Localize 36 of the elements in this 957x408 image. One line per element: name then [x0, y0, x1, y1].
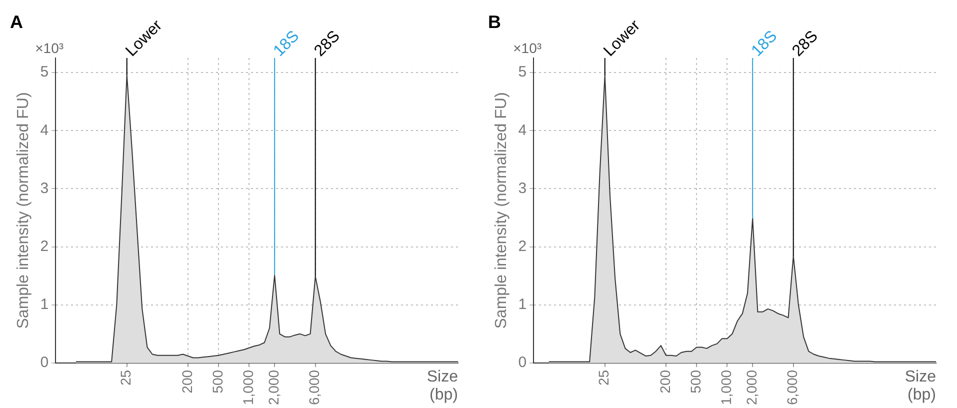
chart-title: A — [10, 12, 23, 32]
x-axis-title: Size (bp) — [426, 368, 458, 404]
x-tick-label: 500 — [209, 370, 226, 394]
y-tick-label: 1 — [40, 296, 49, 314]
ref-line-label: 18S — [748, 28, 781, 60]
chart-title: B — [488, 12, 501, 32]
x-tick-label: 2,000 — [743, 370, 760, 406]
y-tick-label: 2 — [518, 238, 527, 255]
x-tick-label: 200 — [178, 370, 195, 394]
x-tick-label: 1,000 — [240, 370, 256, 406]
y-axis-title: Sample intensity (normalized FU) — [15, 92, 32, 329]
ref-line-label: 28S — [789, 28, 822, 60]
y-axis-title: Sample intensity (normalized FU) — [493, 92, 510, 329]
x-tick-label: 1,000 — [718, 370, 734, 406]
text: ×10³ — [513, 40, 542, 56]
x-tick-label: 6,000 — [306, 370, 322, 406]
text: ×10³ — [35, 40, 64, 56]
y-tick-label: 4 — [518, 122, 527, 139]
y-tick-label: 1 — [518, 296, 527, 314]
y-tick-label: 3 — [40, 180, 49, 197]
x-tick-label: 6,000 — [784, 370, 800, 406]
y-tick-label: 3 — [518, 180, 527, 197]
ref-line-label: 28S — [311, 28, 344, 60]
ref-line-label: 18S — [270, 28, 303, 60]
y-tick-label: 4 — [40, 122, 49, 139]
x-axis-title: Size (bp) — [904, 368, 936, 404]
y-tick-label: 5 — [518, 64, 527, 81]
x-tick-label: 25 — [596, 370, 612, 386]
y-tick-label: 0 — [518, 354, 527, 372]
x-tick-label: 2,000 — [265, 370, 282, 406]
x-tick-label: 500 — [687, 370, 704, 394]
y-tick-label: 2 — [40, 238, 49, 255]
y-tick-label: 5 — [40, 64, 49, 81]
x-tick-label: 200 — [656, 370, 673, 394]
x-tick-label: 25 — [118, 370, 134, 386]
y-tick-label: 0 — [40, 354, 49, 372]
